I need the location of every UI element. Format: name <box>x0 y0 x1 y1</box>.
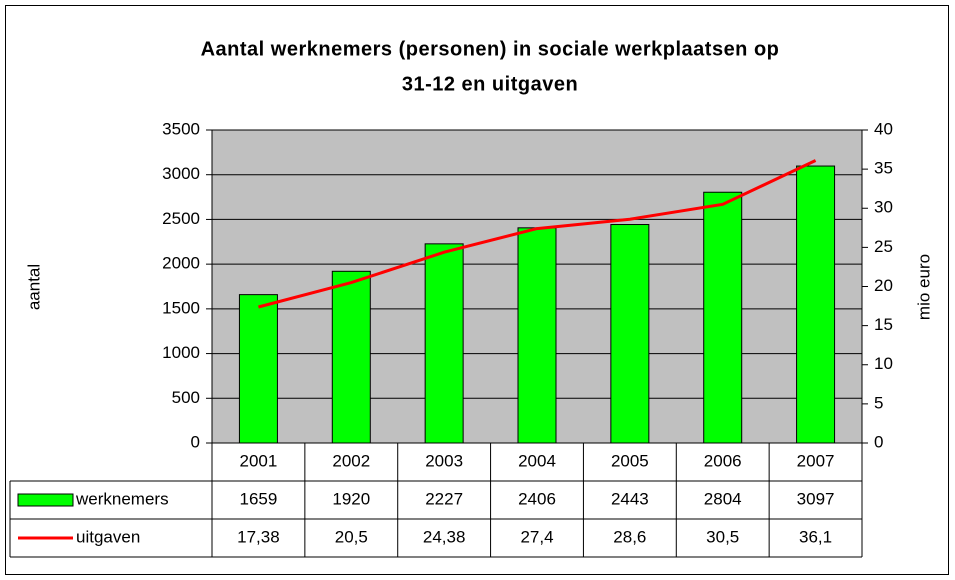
x-tick-label: 2002 <box>332 451 370 470</box>
y-tick-label: 3500 <box>162 119 200 138</box>
y2-tick-label: 10 <box>874 354 893 373</box>
bar <box>703 191 743 444</box>
y2-tick-label: 5 <box>874 393 883 412</box>
y-tick-label: 1000 <box>162 343 200 362</box>
table-value: 20,5 <box>335 527 368 546</box>
table-value: 24,38 <box>423 527 466 546</box>
x-tick-label: 2006 <box>704 451 742 470</box>
table-value: 1659 <box>240 489 278 508</box>
x-tick-label: 2001 <box>240 451 278 470</box>
table-value: 27,4 <box>520 527 553 546</box>
table-value: 2227 <box>425 489 463 508</box>
chart-title: 31-12 en uitgaven <box>402 73 578 95</box>
y2-tick-label: 0 <box>874 432 883 451</box>
y-axis-label: aantal <box>24 264 43 310</box>
y2-tick-label: 40 <box>874 119 893 138</box>
table-value: 2406 <box>518 489 556 508</box>
chart-title: Aantal werknemers (personen) in sociale … <box>201 38 780 60</box>
table-value: 1920 <box>332 489 370 508</box>
y2-tick-label: 15 <box>874 315 893 334</box>
bar <box>796 165 836 444</box>
y-tick-label: 2000 <box>162 254 200 273</box>
y2-tick-label: 20 <box>874 276 893 295</box>
bar <box>238 294 278 444</box>
table-value: 36,1 <box>799 527 832 546</box>
y-tick-label: 500 <box>172 388 200 407</box>
x-tick-label: 2003 <box>425 451 463 470</box>
legend-label: uitgaven <box>76 527 140 546</box>
table-value: 28,6 <box>613 527 646 546</box>
y-tick-label: 3000 <box>162 164 200 183</box>
x-tick-label: 2004 <box>518 451 556 470</box>
bar <box>610 224 650 444</box>
legend-label: werknemers <box>75 489 169 508</box>
x-tick-label: 2005 <box>611 451 649 470</box>
table-value: 17,38 <box>237 527 280 546</box>
bar <box>331 270 371 444</box>
legend-swatch <box>17 493 74 507</box>
y-tick-label: 0 <box>191 432 200 451</box>
table-value: 3097 <box>797 489 835 508</box>
bar <box>517 227 557 444</box>
y-tick-label: 1500 <box>162 298 200 317</box>
table-value: 2804 <box>704 489 742 508</box>
y-tick-label: 2500 <box>162 209 200 228</box>
x-tick-label: 2007 <box>797 451 835 470</box>
y2-axis-label: mio euro <box>914 254 933 320</box>
y2-tick-label: 35 <box>874 159 893 178</box>
y2-tick-label: 25 <box>874 237 893 256</box>
table-value: 2443 <box>611 489 649 508</box>
table-value: 30,5 <box>706 527 739 546</box>
line <box>258 159 817 309</box>
bar <box>424 243 464 444</box>
y2-tick-label: 30 <box>874 198 893 217</box>
